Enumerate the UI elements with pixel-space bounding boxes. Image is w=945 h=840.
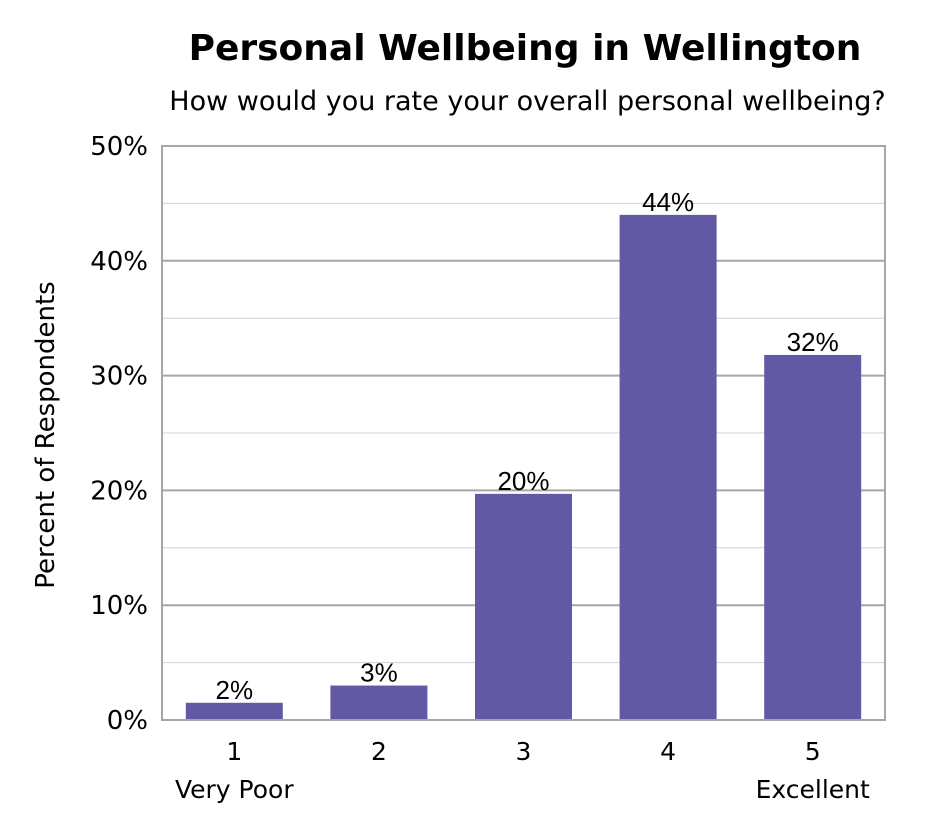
x-tick-sublabel: Excellent [756, 775, 870, 804]
data-label: 20% [497, 466, 549, 496]
bar [330, 685, 428, 720]
y-tick-label: 0% [107, 706, 148, 736]
x-tick-sublabel: Very Poor [175, 775, 294, 804]
data-label: 32% [787, 327, 839, 357]
bar [475, 493, 572, 720]
plot-frame [161, 145, 886, 721]
bar [764, 354, 862, 720]
data-labels: 2% 3% 20% 44% 32% [216, 187, 839, 705]
y-axis-label: Percent of Respondents [31, 281, 61, 588]
data-label: 44% [642, 187, 694, 217]
chart-title: Personal Wellbeing in Wellington [188, 28, 862, 69]
data-label: 2% [216, 675, 254, 705]
y-tick-label: 10% [90, 591, 148, 621]
x-tick-label: 1 [226, 737, 242, 766]
chart-subtitle: How would you rate your overall personal… [169, 86, 886, 117]
x-tick-label: 5 [805, 737, 821, 766]
y-tick-label: 40% [90, 247, 148, 277]
y-tick-label: 50% [90, 132, 148, 162]
bars [185, 214, 862, 720]
x-tick-label: 2 [371, 737, 387, 766]
y-tick-labels: 0% 10% 20% 30% 40% 50% [90, 132, 148, 736]
x-tick-label: 3 [516, 737, 532, 766]
data-label: 3% [360, 658, 398, 688]
x-tick-label: 4 [660, 737, 676, 766]
y-tick-label: 20% [90, 476, 148, 506]
x-tick-labels: 1 Very Poor 2 3 4 5 Excellent [175, 737, 870, 804]
bar [185, 702, 283, 720]
y-tick-label: 30% [90, 362, 148, 392]
bar [619, 214, 717, 720]
